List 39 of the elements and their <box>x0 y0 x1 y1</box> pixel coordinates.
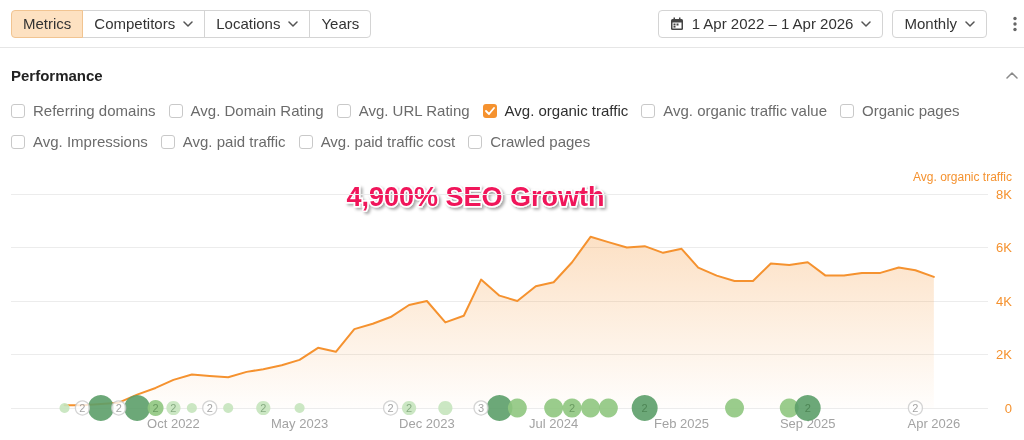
y-tick-label: 4K <box>996 293 1013 309</box>
annotation: 2 <box>912 402 919 414</box>
legend-label: Organic pages <box>861 102 960 119</box>
x-tick-label: Apr 2026 <box>907 416 961 431</box>
text: Metrics <box>23 15 72 32</box>
text: Locations <box>216 15 281 32</box>
y-tick-label: 2K <box>996 347 1013 362</box>
annotation: 2 <box>406 402 413 414</box>
text: Monthly <box>904 15 957 32</box>
annotation: 2 <box>170 402 177 414</box>
x-tick-label: Sep 2025 <box>779 416 836 431</box>
legend-label: Avg. URL Rating <box>358 102 470 119</box>
annotation: 3 <box>477 402 485 414</box>
y-axis-title: Avg. organic traffic <box>913 170 1012 184</box>
x-tick-label: Oct 2022 <box>147 416 200 431</box>
legend-label: Crawled pages <box>490 133 591 150</box>
annotation: 2 <box>206 402 213 414</box>
legend-label: Avg. organic traffic value <box>663 102 827 119</box>
y-tick-label: 8K <box>996 186 1013 202</box>
annotation: 2 <box>260 402 267 414</box>
x-tick-label: Dec 2023 <box>399 416 455 431</box>
legend-label: Referring domains <box>33 102 156 119</box>
text: Years <box>321 15 360 32</box>
text: Competitors <box>94 15 176 32</box>
text: 1 Apr 2022 – 1 Apr 2026 <box>691 15 854 32</box>
y-tick-label: 6K <box>996 240 1013 255</box>
legend-label: Avg. paid traffic <box>182 133 286 150</box>
legend-label: Avg. organic traffic <box>504 102 629 119</box>
legend-label: Avg. paid traffic cost <box>320 133 456 150</box>
y-tick-label: 0 <box>1004 400 1012 416</box>
chart-title: Performance <box>11 66 103 84</box>
annotation: 2 <box>115 402 122 414</box>
x-tick-label: Jul 2024 <box>529 416 579 431</box>
legend-label: Avg. Impressions <box>33 133 148 150</box>
annotation: 2 <box>387 402 394 414</box>
legend-label: Avg. Domain Rating <box>190 102 324 119</box>
x-tick-label: May 2023 <box>271 416 329 431</box>
annotation: 2 <box>79 402 86 414</box>
x-tick-label: Feb 2025 <box>654 416 710 431</box>
